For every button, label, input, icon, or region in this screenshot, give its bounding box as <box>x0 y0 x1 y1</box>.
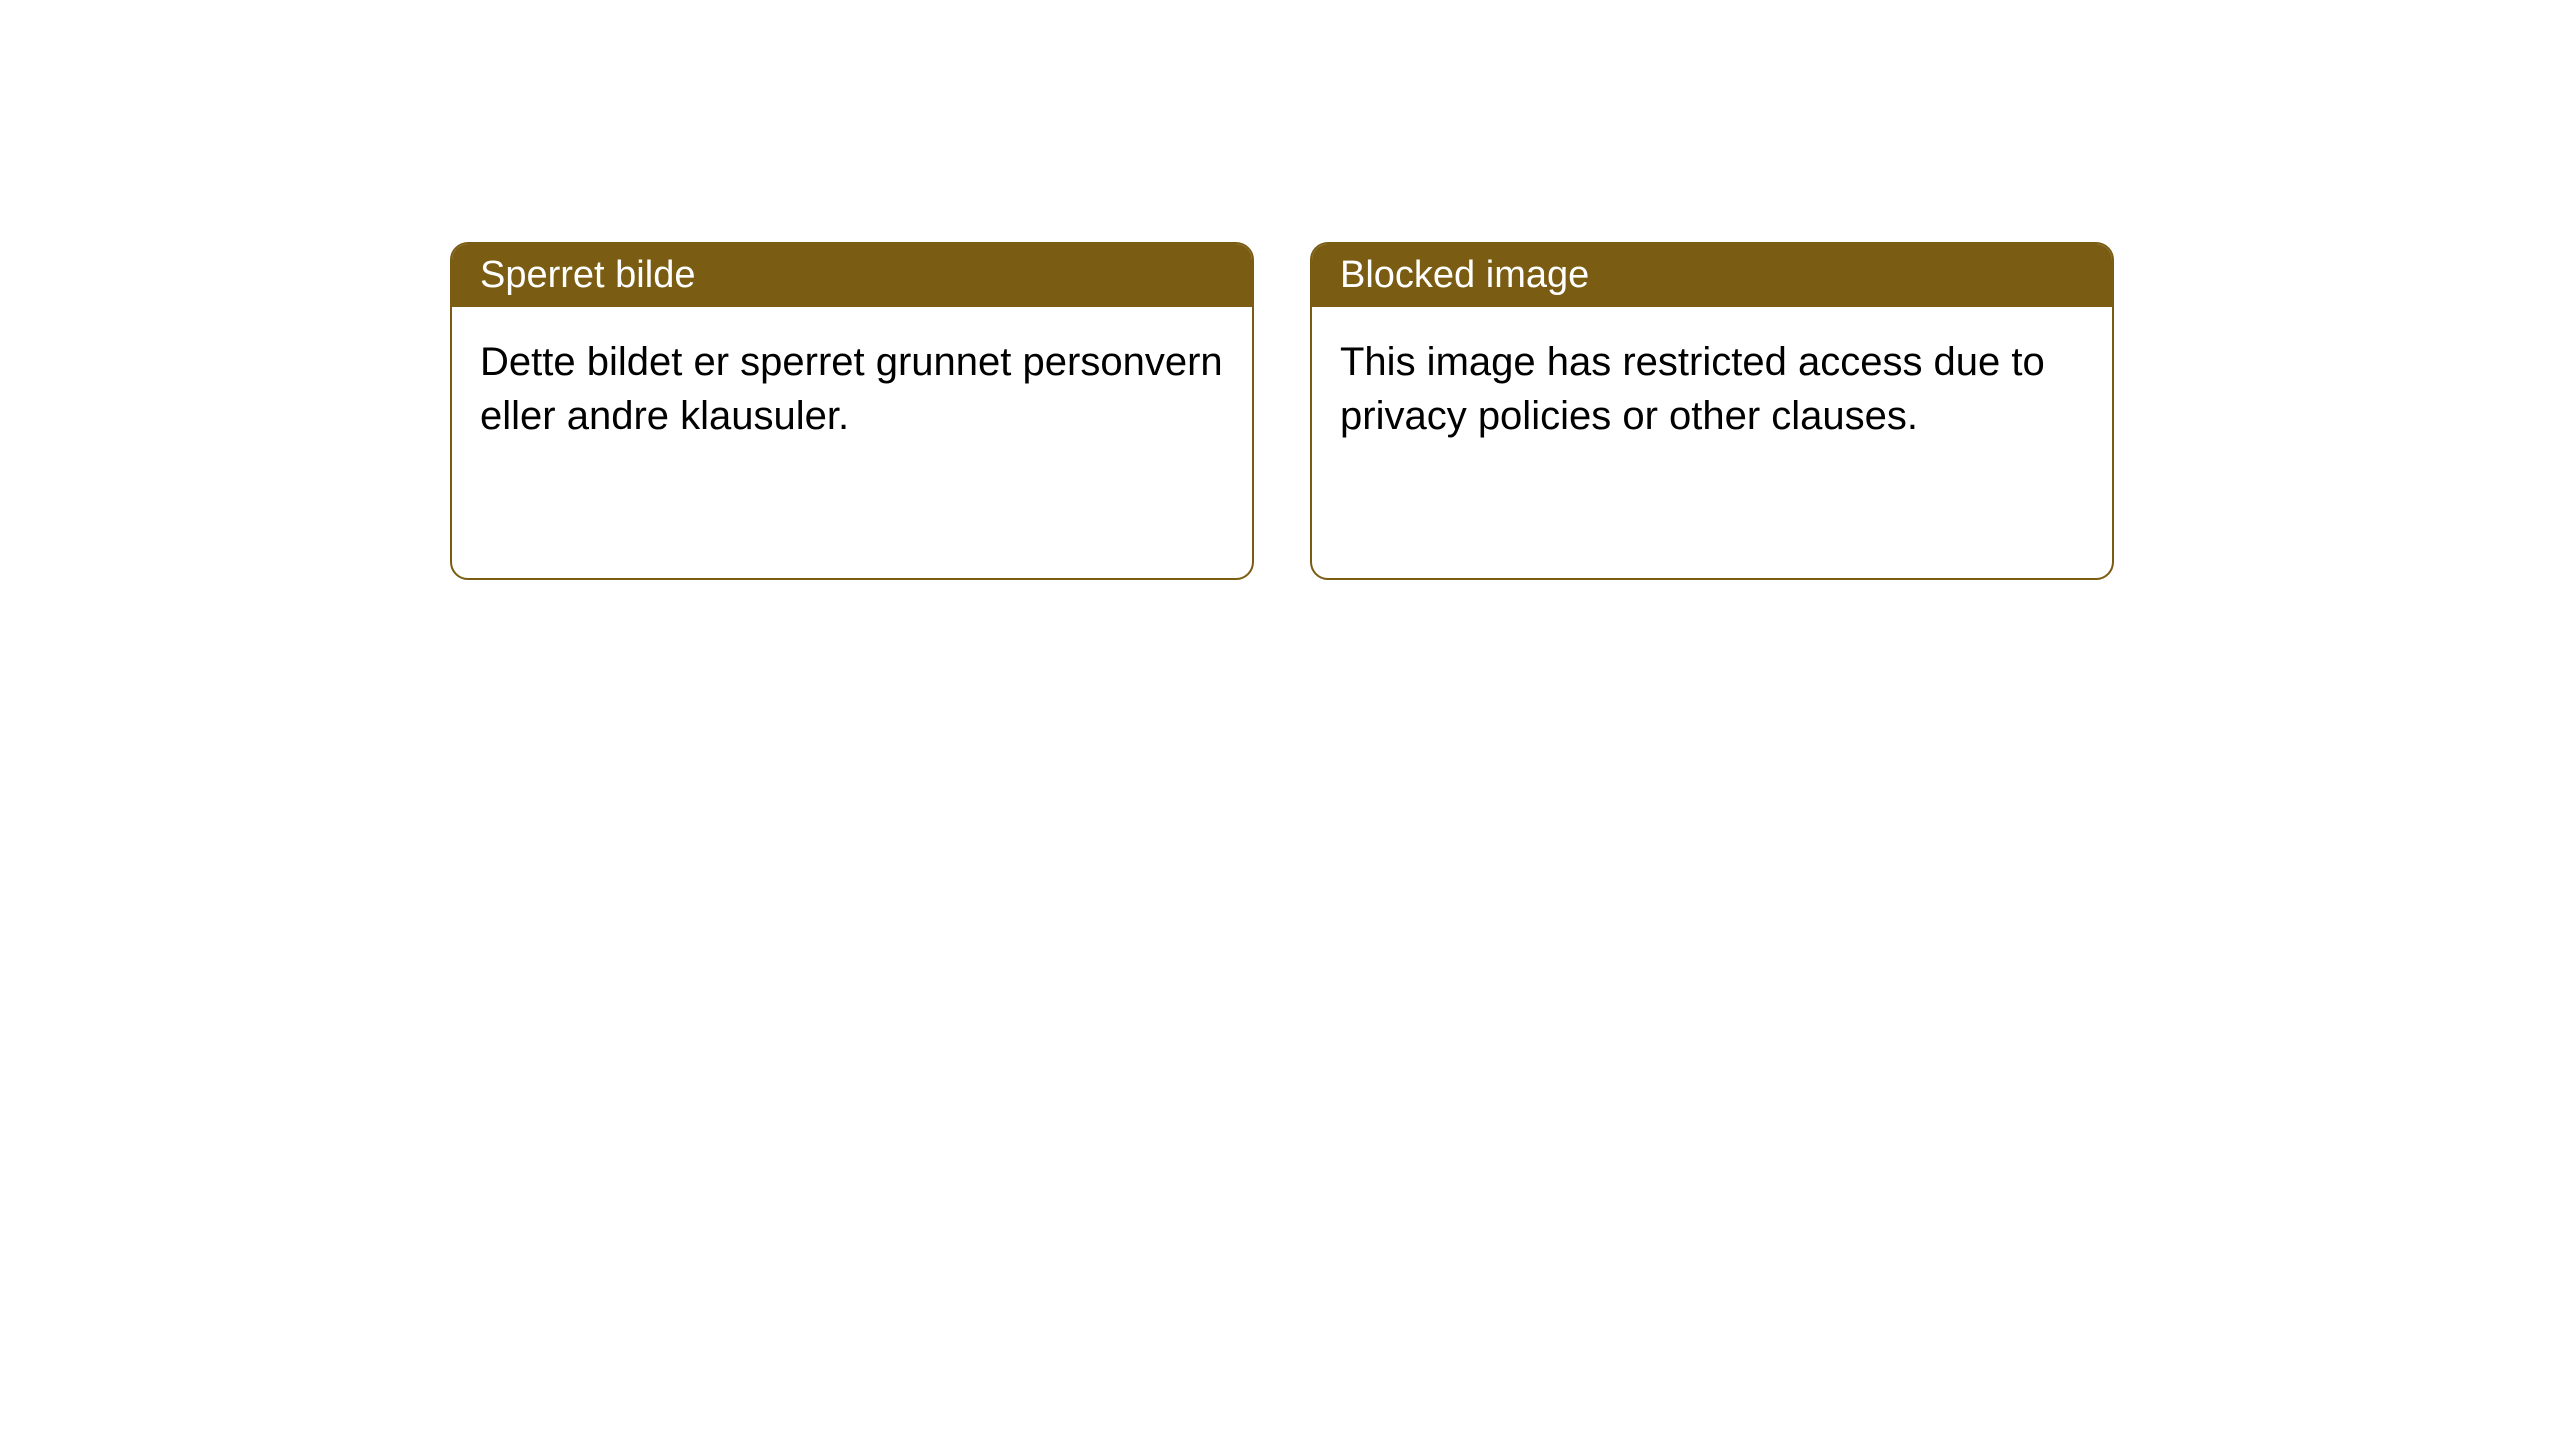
blocked-card-norwegian: Sperret bilde Dette bildet er sperret gr… <box>450 242 1254 580</box>
blocked-card-english: Blocked image This image has restricted … <box>1310 242 2114 580</box>
card-body: This image has restricted access due to … <box>1312 307 2112 471</box>
blocked-image-cards: Sperret bilde Dette bildet er sperret gr… <box>450 242 2114 580</box>
card-body: Dette bildet er sperret grunnet personve… <box>452 307 1252 471</box>
card-header: Blocked image <box>1312 244 2112 307</box>
card-header: Sperret bilde <box>452 244 1252 307</box>
